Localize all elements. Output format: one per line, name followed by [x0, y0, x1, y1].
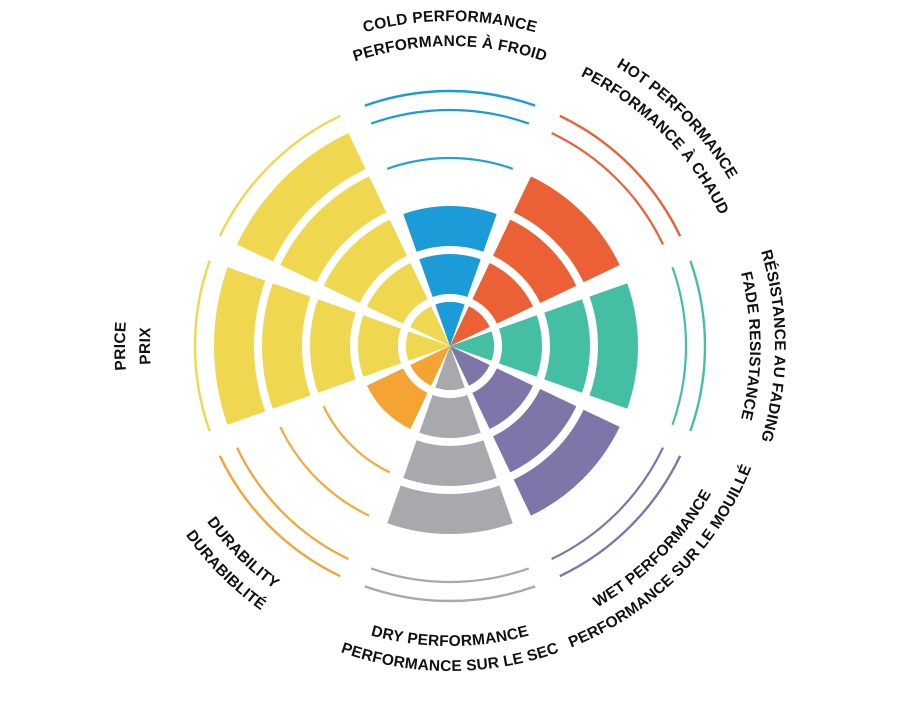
outer-arc-hot-performance: [559, 114, 682, 237]
sector-ring-wet-performance: [493, 389, 577, 473]
sector-ring-wet-performance: [513, 409, 620, 516]
wedges-layer: [213, 132, 638, 534]
sector-ring-dry-performance: [419, 395, 481, 438]
sector-label-hot-performance-primary: HOT PERFORMANCE: [614, 56, 740, 182]
sector-ring-cold-performance: [403, 206, 497, 252]
sector-ring-durability: [410, 346, 450, 386]
sector-ring-cold-performance: [419, 253, 481, 297]
sector-ring-wet-performance: [472, 368, 534, 430]
gridline-arc-wet-performance: [551, 447, 665, 561]
outer-arc-unlabeled-upper-left: [218, 114, 341, 237]
outer-arc-wet-performance: [559, 455, 682, 578]
sector-ring-price: [309, 299, 356, 393]
gridlines-layer: [235, 108, 688, 584]
sector-label-price-secondary: PRIX: [137, 326, 155, 365]
sector-ring-dry-performance: [387, 485, 513, 534]
gridline-arc-hot-performance: [551, 131, 665, 245]
sector-ring-unlabeled-upper-left: [236, 132, 366, 262]
sector-ring-fade-resistance: [450, 331, 494, 361]
sector-label-fade-resistance-secondary: FADE RESISTANCE: [737, 270, 763, 422]
sector-ring-price: [262, 283, 311, 409]
sector-label-dry-performance-secondary: DRY PERFORMANCE: [370, 623, 531, 650]
sector-ring-unlabeled-upper-left: [323, 219, 407, 303]
sector-ring-fade-resistance: [544, 299, 590, 393]
sector-ring-hot-performance: [513, 176, 620, 283]
gridline-arc-cold-performance: [386, 156, 514, 170]
sector-ring-hot-performance: [450, 306, 490, 346]
gridline-arc-cold-performance: [370, 108, 530, 125]
gridline-arc-durability: [235, 447, 349, 561]
sector-ring-hot-performance: [472, 262, 534, 324]
sector-ring-wet-performance: [450, 346, 490, 386]
outer-arc-cold-performance: [364, 89, 536, 107]
sector-ring-unlabeled-upper-left: [410, 306, 450, 346]
sector-ring-price: [406, 331, 450, 361]
sector-ring-unlabeled-upper-left: [280, 176, 387, 283]
sector-label-cold-performance-primary: COLD PERFORMANCE: [361, 8, 539, 36]
sector-ring-price: [213, 267, 266, 425]
outer-arc-dry-performance: [364, 585, 536, 603]
gridline-arc-durability: [279, 426, 370, 517]
sector-ring-dry-performance: [435, 346, 465, 390]
gridline-arc-dry-performance: [370, 567, 530, 584]
sector-ring-price: [357, 315, 401, 377]
sector-ring-fade-resistance: [499, 315, 542, 377]
sector-ring-hot-performance: [493, 219, 577, 303]
sector-ring-dry-performance: [403, 440, 497, 486]
sector-ring-cold-performance: [435, 302, 465, 346]
sector-label-cold-performance-secondary: PERFORMANCE À FROID: [351, 33, 549, 65]
outer-arc-durability: [218, 455, 341, 578]
sector-ring-fade-resistance: [589, 283, 638, 409]
gridline-arc-fade-resistance: [671, 266, 688, 426]
gridline-arc-durability: [322, 405, 391, 474]
outer-arcs-layer: [193, 89, 707, 603]
sector-ring-unlabeled-upper-left: [366, 262, 428, 324]
outer-arc-fade-resistance: [689, 260, 707, 432]
sector-label-price-primary: PRICE: [112, 321, 130, 371]
outer-arc-price: [193, 260, 211, 432]
sector-ring-durability: [366, 368, 428, 430]
